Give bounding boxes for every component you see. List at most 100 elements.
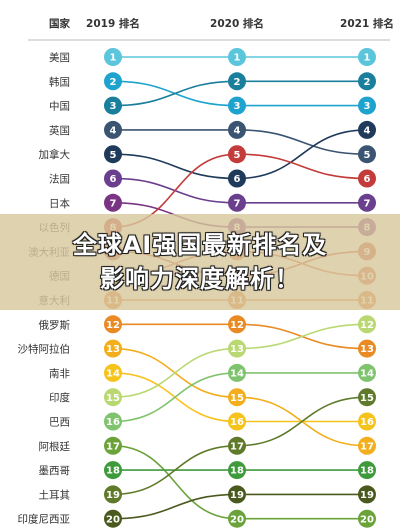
rank-node: 12 [358, 315, 376, 334]
rank-node-label: 18 [106, 466, 120, 477]
rank-node-label: 6 [110, 174, 117, 185]
rank-node: 15 [104, 388, 122, 407]
rank-node-label: 4 [234, 126, 241, 137]
rank-node-circle [104, 315, 122, 334]
rank-node-label: 16 [106, 417, 120, 428]
rank-node-circle [228, 48, 246, 66]
rank-node-label: 3 [234, 101, 241, 112]
rank-line-segment [112, 347, 238, 398]
rank-node-label: 17 [106, 441, 120, 452]
rank-node-circle [358, 315, 376, 334]
rank-line-segment [236, 129, 368, 155]
rank-node: 3 [104, 96, 122, 115]
rank-node: 18 [358, 461, 376, 480]
rank-node-label: 20 [230, 514, 244, 525]
rank-node-circle [358, 169, 376, 188]
rank-node-label: 2 [234, 77, 241, 88]
rank-node-circle [358, 461, 376, 480]
rank-node-circle [104, 48, 122, 66]
rank-node-circle [104, 96, 122, 115]
header-country-label: 国家 [49, 17, 70, 30]
rank-node-label: 3 [110, 101, 117, 112]
rank-node-circle [228, 485, 246, 504]
rank-node-label: 16 [360, 417, 374, 428]
rank-node-circle [358, 363, 376, 382]
country-label: 俄罗斯 [39, 318, 71, 331]
rank-node-circle [228, 96, 246, 115]
rank-node: 7 [104, 193, 122, 212]
rank-node-label: 13 [106, 344, 120, 355]
year-2021-label: 2021 排名 [340, 17, 394, 30]
country-label: 韩国 [49, 75, 70, 88]
rank-node-circle [104, 339, 122, 358]
rank-node-label: 2 [110, 77, 117, 88]
country-label: 日本 [49, 197, 70, 210]
rank-node-circle [228, 145, 246, 164]
rank-node-label: 20 [360, 514, 374, 525]
rank-node-circle [358, 436, 376, 455]
rank-node-label: 13 [360, 344, 374, 355]
rank-node-label: 14 [106, 369, 120, 380]
country-label: 南非 [49, 367, 70, 380]
rank-node-circle [358, 48, 376, 66]
country-label: 沙特阿拉伯 [18, 343, 71, 356]
rank-node-label: 1 [234, 53, 241, 64]
rank-line-segment [236, 129, 368, 180]
rank-node-label: 18 [360, 466, 374, 477]
rank-line-segment [236, 396, 368, 447]
rank-node-label: 15 [230, 393, 244, 404]
rank-node-circle [358, 412, 376, 431]
rank-node-circle [358, 388, 376, 407]
rank-nodes: 1112333224455646777888569109109101111111… [104, 48, 376, 528]
rank-node-label: 15 [106, 393, 120, 404]
country-label: 加拿大 [39, 148, 71, 161]
title-banner: 全球AI强国最新排名及 影响力深度解析！ [0, 214, 400, 310]
rank-node: 12 [228, 315, 246, 334]
rank-node-circle [104, 412, 122, 431]
country-label: 墨西哥 [39, 465, 71, 477]
rank-node-circle [104, 388, 122, 407]
rank-node: 20 [104, 509, 122, 528]
rank-node: 13 [228, 339, 246, 358]
country-label: 阿根廷 [39, 440, 71, 453]
rank-line-segment [112, 445, 238, 496]
rank-node-label: 19 [230, 490, 244, 501]
rank-node-label: 1 [110, 53, 117, 64]
rank-node-circle [104, 193, 122, 212]
rank-node-label: 2 [364, 77, 371, 88]
rank-node-circle [104, 485, 122, 504]
rank-line-segment [236, 323, 368, 350]
rank-node: 1 [228, 48, 246, 66]
rank-node: 14 [104, 363, 122, 382]
rank-node-circle [228, 193, 246, 212]
rank-node-label: 16 [230, 417, 244, 428]
rank-line-segment [112, 445, 238, 520]
rank-node-circle [358, 509, 376, 528]
rank-node: 17 [358, 436, 376, 455]
rank-node-circle [228, 72, 246, 91]
rank-node: 6 [104, 169, 122, 188]
country-label: 印度 [49, 391, 70, 404]
rank-node-label: 7 [364, 198, 371, 209]
rank-node: 17 [104, 436, 122, 455]
rank-node-circle [358, 145, 376, 164]
rank-node-label: 14 [230, 369, 244, 380]
rank-node-label: 18 [230, 466, 244, 477]
rank-node: 13 [104, 339, 122, 358]
rank-node-circle [228, 339, 246, 358]
rank-node: 20 [358, 509, 376, 528]
rank-node-circle [228, 412, 246, 431]
rank-node: 4 [358, 120, 376, 139]
rank-node: 7 [358, 193, 376, 212]
year-2020-label: 2020 排名 [210, 17, 264, 30]
rank-node: 16 [104, 412, 122, 431]
country-label: 法国 [49, 173, 70, 186]
rank-node-circle [228, 169, 246, 188]
rank-node: 18 [228, 461, 246, 480]
banner-title-line-1: 全球AI强国最新排名及 [72, 231, 328, 259]
country-label: 土耳其 [39, 488, 71, 501]
rank-node-label: 5 [110, 150, 117, 161]
rank-node-circle [104, 169, 122, 188]
rank-node-label: 7 [110, 198, 117, 209]
rank-line-segment [112, 372, 238, 423]
